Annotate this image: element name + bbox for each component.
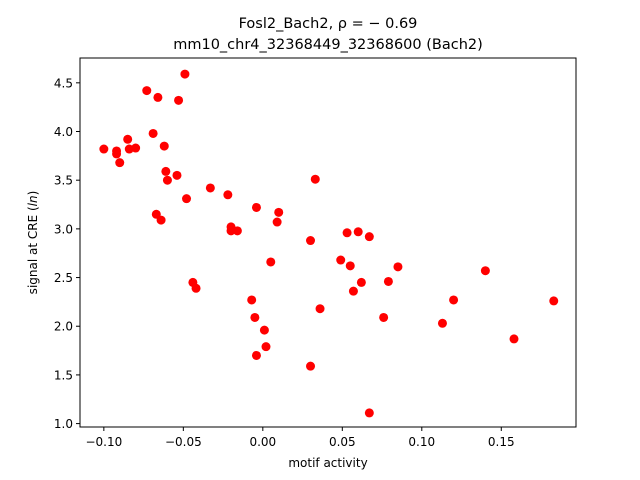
data-point-45 <box>364 232 374 242</box>
data-point-48 <box>383 276 393 286</box>
data-point-20 <box>191 283 201 293</box>
data-point-46 <box>364 408 374 418</box>
data-point-43 <box>353 227 363 237</box>
data-point-17 <box>180 69 190 79</box>
data-point-6 <box>131 143 141 153</box>
data-point-37 <box>310 174 320 184</box>
data-point-7 <box>142 86 152 96</box>
data-point-3 <box>115 158 125 168</box>
data-point-49 <box>393 262 403 272</box>
data-point-53 <box>509 334 519 344</box>
data-point-24 <box>226 226 236 236</box>
data-point-26 <box>247 295 257 305</box>
data-point-31 <box>261 342 271 352</box>
data-point-18 <box>182 194 192 204</box>
data-point-25 <box>232 226 242 236</box>
data-point-2 <box>112 149 122 159</box>
data-point-27 <box>250 312 260 322</box>
data-point-34 <box>274 207 284 217</box>
y-tick-label-7: 4.5 <box>54 76 73 90</box>
x-tick-label-5: 0.15 <box>488 435 515 449</box>
x-tick-label-2: 0.00 <box>249 435 276 449</box>
data-point-21 <box>205 183 215 193</box>
x-tick-label-1: −0.05 <box>165 435 202 449</box>
data-point-35 <box>306 236 316 246</box>
x-tick-label-0: −0.10 <box>85 435 122 449</box>
y-tick-label-6: 4.0 <box>54 125 73 139</box>
data-point-30 <box>259 325 269 335</box>
y-tick-label-4: 3.0 <box>54 222 73 236</box>
data-point-12 <box>159 141 169 151</box>
data-point-4 <box>123 134 133 144</box>
y-axis-label: signal at CRE (ln) <box>26 191 40 295</box>
data-point-29 <box>251 350 261 360</box>
y-tick-label-2: 2.0 <box>54 320 73 334</box>
data-point-14 <box>162 175 172 185</box>
data-point-51 <box>449 295 459 305</box>
data-point-15 <box>172 170 182 180</box>
y-tick-label-3: 2.5 <box>54 271 73 285</box>
data-point-52 <box>480 266 490 276</box>
chart-title-line1: Fosl2_Bach2, ρ = − 0.69 <box>239 16 418 32</box>
chart-title-line2: mm10_chr4_32368449_32368600 (Bach2) <box>173 37 483 53</box>
data-point-13 <box>161 166 171 176</box>
x-tick-label-3: 0.05 <box>329 435 356 449</box>
data-point-16 <box>174 95 184 105</box>
y-axis-ticks: 1.0 1.5 2.0 2.5 3.0 3.5 4.0 4.5 <box>54 76 80 431</box>
data-point-40 <box>342 228 352 238</box>
plot-frame <box>79 57 577 428</box>
data-point-47 <box>379 312 389 322</box>
data-point-0 <box>99 144 109 154</box>
data-point-9 <box>153 92 163 102</box>
data-point-22 <box>223 190 233 200</box>
data-points <box>99 69 559 418</box>
data-point-33 <box>272 217 282 227</box>
data-point-44 <box>356 277 366 287</box>
data-point-8 <box>148 128 158 138</box>
data-point-28 <box>251 202 261 212</box>
data-point-38 <box>315 304 325 314</box>
data-point-39 <box>336 255 346 265</box>
x-tick-label-4: 0.10 <box>408 435 435 449</box>
data-point-41 <box>345 261 355 271</box>
data-point-11 <box>156 215 166 225</box>
y-tick-label-1: 1.5 <box>54 368 73 382</box>
data-point-42 <box>348 286 358 296</box>
data-point-36 <box>306 361 316 371</box>
x-axis-ticks: −0.10 −0.05 0.00 0.05 0.10 0.15 <box>85 427 515 449</box>
x-axis-label: motif activity <box>288 456 367 470</box>
data-point-54 <box>549 296 559 306</box>
data-point-50 <box>437 318 447 328</box>
y-tick-label-5: 3.5 <box>54 174 73 188</box>
data-point-32 <box>266 257 276 267</box>
y-tick-label-0: 1.0 <box>54 417 73 431</box>
